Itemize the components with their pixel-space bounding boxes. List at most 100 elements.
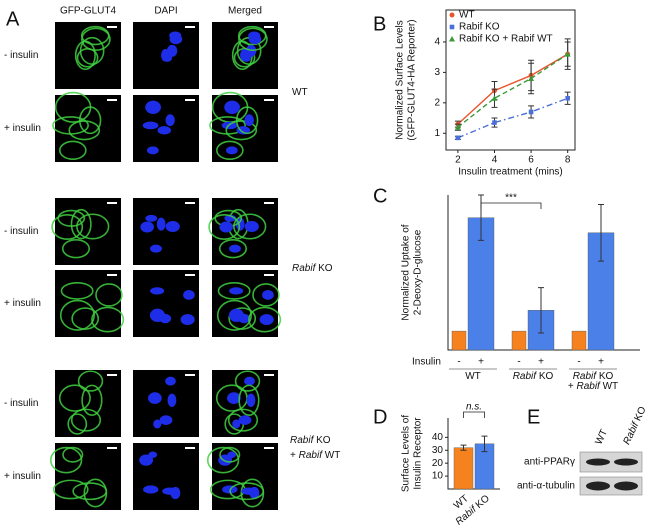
marker [455, 135, 461, 141]
series-tick-label: - [457, 357, 460, 368]
cell-outline [68, 120, 101, 141]
label-part: KO [536, 371, 553, 382]
label-part: WT [322, 450, 340, 461]
significance-bracket [480, 202, 542, 209]
cell-outline [76, 213, 110, 240]
nucleus [225, 146, 238, 155]
cell-outline [72, 482, 108, 501]
cell-outline [70, 408, 102, 432]
x-tick-label: + Rabif WT [568, 381, 618, 392]
series-tick-label: + [598, 357, 604, 368]
cell-outline [234, 370, 261, 392]
row-label: anti-α-tubulin [517, 481, 575, 492]
error-bar [538, 287, 544, 334]
cell-outline [67, 413, 88, 435]
annotation: *** [505, 193, 517, 204]
row-label: - insulin [4, 398, 38, 409]
cell-outline [58, 384, 91, 412]
nucleus [149, 308, 165, 322]
bar [571, 330, 587, 351]
row-label: - insulin [4, 50, 38, 61]
y-tick-label: 3 [434, 67, 440, 78]
nucleus [183, 290, 195, 300]
y-tick-label: 30 [432, 445, 444, 456]
row-label: - insulin [4, 226, 38, 237]
y-tick-label: 2 [434, 97, 440, 108]
nucleus [169, 34, 183, 45]
band [614, 481, 638, 491]
legend-label: Rabif KO [459, 22, 500, 33]
cell-outline [219, 446, 241, 463]
plot-frame [445, 9, 576, 151]
row-label: + insulin [4, 471, 41, 482]
nucleus [156, 217, 166, 231]
cell-outline [252, 283, 280, 307]
series-tick-label: + [478, 357, 484, 368]
label-part: WT [465, 371, 481, 382]
cell-outline [229, 482, 265, 501]
cell-outline [238, 384, 260, 417]
nucleus [232, 419, 241, 429]
nucleus [148, 392, 162, 404]
label-part: + [290, 450, 299, 461]
cell-outline [217, 282, 251, 300]
panel-label: D [373, 406, 387, 428]
marker [528, 109, 534, 115]
cell-outline [51, 213, 84, 240]
nucleus [244, 220, 259, 232]
series-tick-label: - [577, 357, 580, 368]
cell-outline [238, 27, 268, 51]
bar [451, 330, 467, 351]
cell-outline [206, 446, 240, 474]
cell-outline [227, 408, 259, 432]
label-part: WT [600, 381, 618, 392]
row-label: anti-PPARγ [524, 457, 575, 468]
cell-outline [216, 299, 252, 331]
nucleus [244, 114, 254, 127]
y-axis-label: Surface Levels of [401, 415, 412, 492]
y-axis-label: 2-Deoxy-D-glucose [413, 229, 424, 315]
nucleus [219, 221, 233, 233]
nucleus [166, 44, 178, 57]
cell-outline [60, 282, 94, 300]
nucleus [228, 308, 244, 322]
label-part: KO [631, 405, 648, 425]
label-part: Rabif [513, 371, 538, 382]
label-part: Rabif [573, 371, 598, 382]
nucleus [236, 126, 251, 135]
band [586, 458, 610, 466]
annotation: n.s. [466, 402, 482, 413]
cell-outline [248, 306, 282, 333]
nucleus [159, 415, 173, 425]
cell-outline [61, 238, 91, 259]
nucleus [140, 221, 154, 233]
nucleus [153, 419, 162, 429]
x-tick-label: 6 [528, 155, 534, 166]
legend-label: Rabif KO + Rabif WT [459, 34, 553, 45]
micrograph [133, 198, 199, 265]
cell-outline [70, 208, 92, 240]
nucleus [227, 451, 237, 458]
micrograph [55, 198, 121, 265]
nucleus [180, 314, 195, 326]
label-part: WT [593, 428, 610, 447]
x-tick-label: WT [465, 371, 481, 382]
nucleus [229, 244, 241, 253]
x-tick-label: 8 [565, 155, 571, 166]
cell-outline [216, 140, 244, 160]
y-tick-label: 10 [432, 471, 444, 482]
cell-outline [81, 27, 111, 51]
label-part: Rabif [290, 435, 315, 446]
nucleus [241, 487, 257, 495]
nucleus [248, 34, 262, 45]
blot [579, 451, 643, 473]
x-tick-label: Rabif KO [513, 371, 554, 382]
y-axis-label: (GFP-GLUT4-HA Reporter) [407, 19, 418, 140]
cell-outline [81, 384, 103, 417]
nucleus [145, 100, 161, 114]
significance-bracket [463, 411, 485, 418]
cell-outline [225, 120, 258, 141]
nucleus [157, 126, 172, 135]
nucleus [145, 214, 158, 222]
series-line [457, 97, 568, 139]
